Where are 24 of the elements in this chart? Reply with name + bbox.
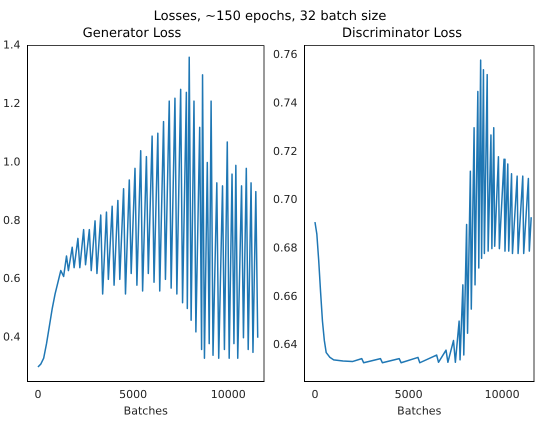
y-tick-label: 0.74 — [272, 96, 298, 110]
y-tick-label: 0.6 — [2, 272, 20, 286]
chart-title: Generator Loss — [82, 26, 182, 42]
y-tick-label: 0.64 — [272, 338, 298, 352]
y-tick-label: 0.8 — [2, 214, 20, 227]
text: Losses, ~150 epochs, 32 batch size — [152, 8, 388, 26]
x-tick-label: 5000 — [119, 388, 148, 402]
x-axis-title: Batches — [397, 404, 442, 418]
x-tick-label: 10000 — [210, 388, 246, 402]
x-axis-title: Batches — [124, 404, 168, 418]
y-tick-label: 1.2 — [2, 96, 20, 110]
y-tick-label: 0.66 — [272, 290, 298, 303]
x-tick-label: 0 — [311, 388, 318, 402]
y-tick-label: 1.4 — [2, 38, 20, 52]
x-tick-label: 5000 — [394, 388, 423, 402]
y-tick-label: 0.72 — [272, 144, 298, 158]
y-tick-label: 1.0 — [2, 155, 20, 168]
y-tick-label: 0.70 — [272, 193, 298, 206]
x-tick-label: 0 — [34, 388, 42, 402]
y-tick-label: 0.4 — [2, 330, 20, 344]
chart-title: Discriminator Loss — [342, 26, 462, 42]
x-tick-label: 10000 — [484, 388, 520, 402]
y-tick-label: 0.68 — [272, 242, 298, 255]
y-tick-label: 0.76 — [272, 48, 298, 62]
